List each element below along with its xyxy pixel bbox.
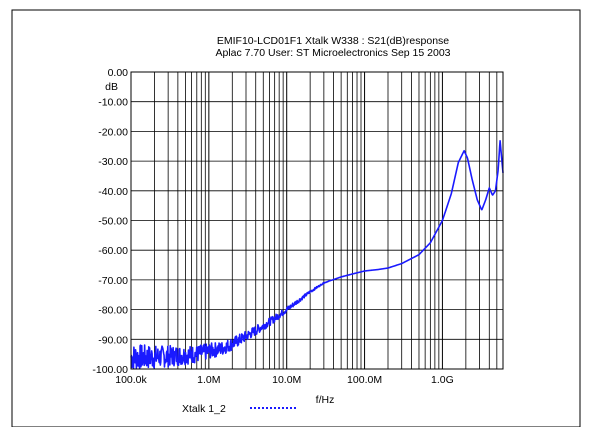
- legend: Xtalk 1_2: [182, 403, 296, 415]
- x-tick-label: 100.0k: [115, 374, 147, 386]
- y-tick-label: -30.00: [98, 156, 128, 168]
- chart-title: EMIF10-LCD01F1 Xtalk W338 : S21(dB)respo…: [217, 35, 449, 47]
- y-axis-label: dB: [105, 81, 118, 93]
- plot-border: [130, 71, 504, 370]
- axis-ticks: 0.00 -10.00 -20.00 -30.00 -40.00 -50.00 -60.00…: [92, 67, 453, 386]
- legend-label: Xtalk 1_2: [182, 403, 226, 415]
- y-tick-label: -80.00: [98, 305, 128, 317]
- x-tick-label: 100.0M: [347, 374, 382, 386]
- x-axis-label: f/Hz: [316, 394, 335, 406]
- y-tick-label: -10.00: [98, 97, 128, 109]
- x-tick-label: 1.0G: [431, 374, 454, 386]
- y-tick-label: 0.00: [108, 67, 129, 79]
- chart-subtitle: Aplac 7.70 User: ST Microelectronics Sep…: [215, 47, 450, 59]
- y-tick-label: -60.00: [98, 245, 128, 257]
- chart-border: [11, 9, 581, 428]
- y-tick-label: -20.00: [98, 126, 128, 138]
- x-tick-label: 10.0M: [272, 374, 301, 386]
- x-tick-label: 1.0M: [197, 374, 220, 386]
- series-layer: [130, 140, 504, 370]
- series-line-xtalk: [130, 140, 504, 370]
- y-tick-label: -90.00: [98, 334, 128, 346]
- y-tick-label: -100.00: [92, 364, 128, 376]
- y-tick-label: -50.00: [98, 216, 128, 228]
- y-tick-label: -70.00: [98, 275, 128, 287]
- y-tick-label: -40.00: [98, 186, 128, 198]
